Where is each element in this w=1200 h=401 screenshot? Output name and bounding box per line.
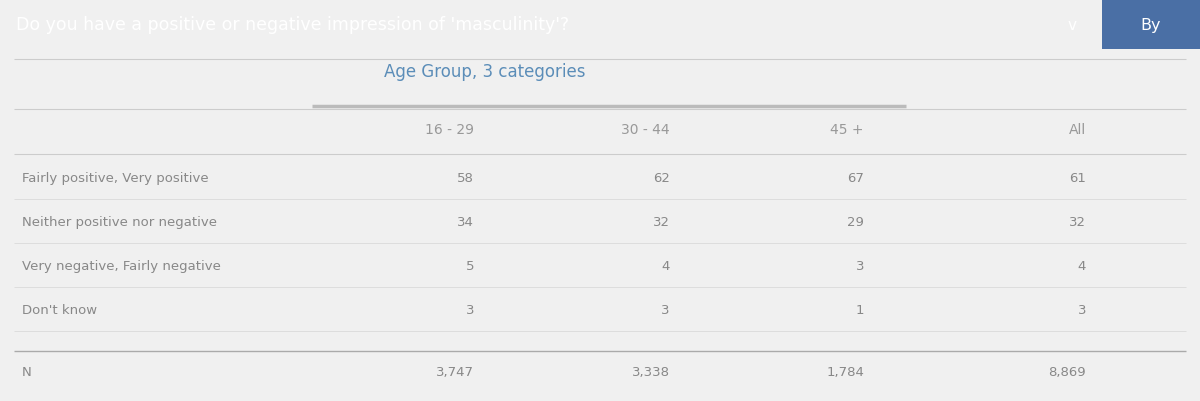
FancyBboxPatch shape <box>1102 0 1200 50</box>
Text: 61: 61 <box>1069 171 1086 184</box>
Text: 1,784: 1,784 <box>826 365 864 378</box>
Text: Very negative, Fairly negative: Very negative, Fairly negative <box>22 259 221 272</box>
Text: 30 - 44: 30 - 44 <box>620 123 670 137</box>
Text: All: All <box>1069 123 1086 137</box>
Text: 3,338: 3,338 <box>631 365 670 378</box>
Text: 3: 3 <box>1078 303 1086 316</box>
Text: 3: 3 <box>661 303 670 316</box>
Text: Fairly positive, Very positive: Fairly positive, Very positive <box>22 171 209 184</box>
Text: 34: 34 <box>457 215 474 228</box>
Text: 67: 67 <box>847 171 864 184</box>
Text: 16 - 29: 16 - 29 <box>425 123 474 137</box>
Text: Neither positive nor negative: Neither positive nor negative <box>22 215 216 228</box>
Text: 3: 3 <box>466 303 474 316</box>
Text: 45 +: 45 + <box>830 123 864 137</box>
Text: 32: 32 <box>1069 215 1086 228</box>
Text: 1: 1 <box>856 303 864 316</box>
Text: 8,869: 8,869 <box>1049 365 1086 378</box>
Text: 32: 32 <box>653 215 670 228</box>
Text: 3: 3 <box>856 259 864 272</box>
Text: N: N <box>22 365 31 378</box>
Text: 5: 5 <box>466 259 474 272</box>
Text: 3,747: 3,747 <box>436 365 474 378</box>
Text: By: By <box>1140 18 1162 32</box>
Text: Do you have a positive or negative impression of 'masculinity'?: Do you have a positive or negative impre… <box>16 16 569 34</box>
Text: 4: 4 <box>661 259 670 272</box>
Text: v: v <box>1067 18 1076 32</box>
Text: 62: 62 <box>653 171 670 184</box>
Text: Age Group, 3 categories: Age Group, 3 categories <box>384 63 586 81</box>
Text: Don't know: Don't know <box>22 303 97 316</box>
Text: 29: 29 <box>847 215 864 228</box>
Text: 58: 58 <box>457 171 474 184</box>
Text: 4: 4 <box>1078 259 1086 272</box>
